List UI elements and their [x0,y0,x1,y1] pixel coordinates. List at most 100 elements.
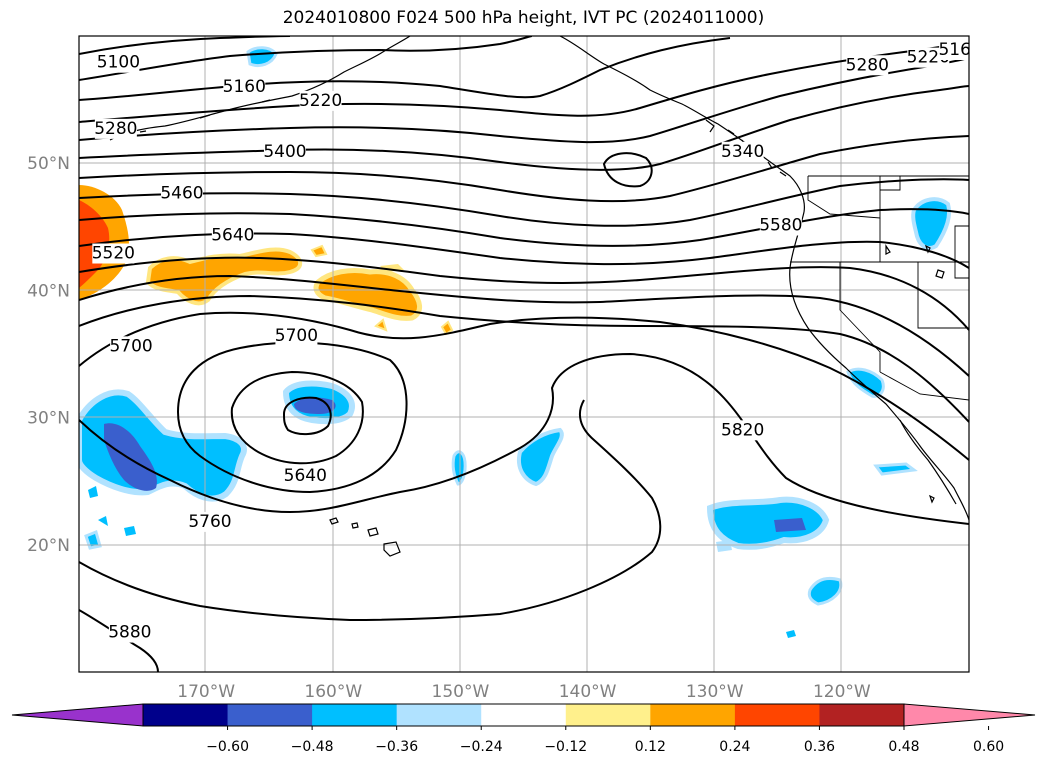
ivt-negative-region [706,496,830,550]
contour-label-text: 5460 [160,184,203,204]
contour-label: 5760 [188,511,232,532]
ivt-negative-region [911,197,951,251]
contour-line [230,370,364,465]
ivt-positive-region [374,318,388,332]
lat-tick-label: 50°N [27,154,70,174]
lon-tick-label: 120°W [813,682,871,702]
contour-label: 5100 [97,52,140,73]
ivt-negative-region [88,486,98,498]
baja-coastline [899,419,957,505]
contour-label-text: 5520 [92,244,135,264]
contour-line [79,36,533,81]
contour-label-text: 5280 [94,119,137,139]
ivt-negative-region [716,540,732,552]
contour-label-text: 5700 [109,336,152,356]
ivt-negative-region [786,630,796,638]
ivt-negative-region [124,526,136,536]
colorbar-box [312,704,398,726]
contour-line [79,352,969,525]
colorbar-outline [142,703,905,727]
contour-label-text: 5820 [721,420,764,440]
ivt-negative-region [451,450,467,486]
contour-label: 5160 [223,76,266,97]
contour-label: 5640 [284,466,327,487]
contour-label: 5820 [721,420,764,441]
contour-label: 5580 [759,215,802,236]
colorbar-box [819,704,905,726]
contour-line [282,396,332,436]
contour-label: 5460 [160,183,204,204]
lat-tick-label: 40°N [27,281,70,301]
ivt-negative-region [84,529,102,550]
lon-tick-label: 150°W [432,682,490,702]
contour-label-text: 5580 [759,216,802,236]
contour-line [79,135,969,203]
colorbar-tick-label: −0.24 [460,739,503,755]
contour-label: 5700 [109,336,153,357]
ivt-positive-region [310,244,328,258]
contour-line [79,274,969,377]
ivt-negative-region [873,462,918,476]
contour-line [79,294,969,423]
longitude-axis: 170°W 160°W 150°W 140°W 130°W 120°W [177,682,871,702]
ivt-positive-region [440,320,454,336]
contour-line [79,208,969,247]
ivt-negative-region [846,367,885,398]
contour-label: 5520 [92,243,135,264]
map-frame [78,35,970,673]
ivt-colorbar: −0.60 −0.48 −0.36 −0.24 −0.12 0.12 0.24 0.36 0.4… [11,703,1036,755]
contour-label: 5700 [275,326,318,347]
contour-label-text: 5100 [97,53,140,73]
ivt-strong-negative [104,423,157,491]
lon-tick-label: 170°W [177,682,235,702]
contour-label-text: 5340 [721,142,764,162]
contour-label: 5280 [94,118,138,139]
ivt-strong-negative [774,518,806,532]
colorbar-box [481,704,567,726]
contour-line [79,37,731,101]
contour-label: 5280 [846,55,889,76]
contour-label-text: 5700 [275,326,318,346]
contour-label-text: 5400 [263,142,306,162]
colorbar-tick-label: 0.36 [804,739,835,755]
contour-label: 5160 [938,39,981,60]
lon-tick-label: 140°W [559,682,617,702]
colorbar-tick-label: −0.60 [206,739,249,755]
contour-line [79,256,969,331]
colorbar-box [565,704,651,726]
contour-label-text: 5640 [284,466,327,486]
contour-label-text: 5640 [211,226,254,246]
contour-line [79,609,159,672]
colorbar-box [143,704,229,726]
colorbar-tick-label: −0.36 [375,739,418,755]
ivt-negative-region [807,576,843,606]
colorbar-tick-label: 0.60 [973,739,1004,755]
ivt-negative-region [517,427,564,487]
colorbar-extend-low [11,703,144,727]
contour-label-text: 5880 [108,623,151,643]
lon-tick-label: 160°W [304,682,362,702]
hawaii-islands [329,517,401,557]
colorbar-box [734,704,820,726]
contour-label-text: 5220 [299,91,342,111]
contour-line [602,152,653,188]
colorbar-extend-high [903,703,1036,727]
contour-line [79,178,969,227]
map-title: 2024010800 F024 500 hPa height, IVT PC (… [282,8,765,28]
colorbar-tick-label: 0.12 [635,739,666,755]
colorbar-tick-label: 0.24 [719,739,750,755]
colorbar-box [396,704,482,726]
ivt-negative-region [98,516,108,526]
contour-label-text: 5760 [188,512,231,532]
contour-labels: 5100 5160 5220 5280 5400 5460 5520 5640 5700 5700… [92,39,981,643]
contour-label-text: 5160 [938,40,981,60]
contour-label: 5220 [299,90,342,111]
contour-label: 5880 [108,622,151,643]
lat-tick-label: 20°N [27,536,70,556]
contour-label: 5640 [211,225,254,246]
contour-label: 5340 [721,141,764,162]
latitude-axis: 20°N 30°N 40°N 50°N [27,154,70,556]
map-background [79,36,969,672]
contour-label-text: 5280 [846,55,889,75]
